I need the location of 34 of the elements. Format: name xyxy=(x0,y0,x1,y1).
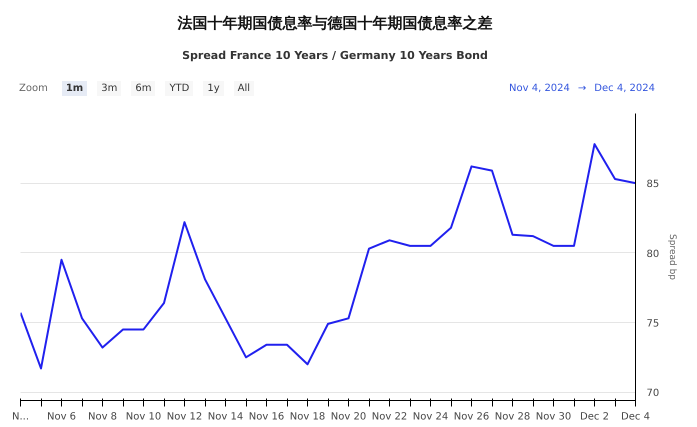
x-tick-label: Nov 24 xyxy=(412,412,448,422)
y-axis-title: Spread bp xyxy=(667,234,678,280)
y-tick-label: 80 xyxy=(646,248,660,260)
chart-title: 法国十年期国债息率与德国十年期国债息率之差 xyxy=(176,13,494,34)
text: → xyxy=(578,83,586,94)
x-tick-label: Nov 6 xyxy=(46,412,76,422)
y-tick-label: 70 xyxy=(646,388,660,400)
text: Dec 4, 2024 xyxy=(594,83,655,94)
x-tick-label: Nov 20 xyxy=(330,412,366,422)
text: 1m xyxy=(62,81,88,96)
x-tick-label: Dec 4 xyxy=(621,412,650,422)
x-tick-label: Dec 2 xyxy=(580,412,609,422)
x-tick-label: Nov 16 xyxy=(248,412,284,422)
text: 3m xyxy=(97,81,122,96)
text: 6m xyxy=(131,81,156,96)
text: All xyxy=(234,81,254,96)
text: YTD xyxy=(165,81,194,96)
x-tick-label: Nov 14 xyxy=(208,412,244,422)
x-tick-label: Nov 10 xyxy=(126,412,162,422)
x-tick-label: Nov 18 xyxy=(290,412,326,422)
y-tick-label: 75 xyxy=(646,318,660,330)
x-tick-label: Nov 30 xyxy=(536,412,572,422)
line-series xyxy=(20,143,636,370)
chart-subtitle: Spread France 10 Years / Germany 10 Years Bond xyxy=(181,48,489,64)
y-tick-label: 85 xyxy=(646,179,660,190)
x-tick-label: Nov 22 xyxy=(372,412,408,422)
text: 1y xyxy=(203,81,224,96)
x-tick-label: Nov 12 xyxy=(166,412,202,422)
x-tick-label: Nov 28 xyxy=(494,412,530,422)
text: Zoom xyxy=(18,82,49,96)
x-tick-label: Nov 26 xyxy=(454,412,490,422)
x-tick-label: N... xyxy=(12,412,30,422)
text: Nov 4, 2024 xyxy=(509,83,570,94)
x-tick-label: Nov 8 xyxy=(88,412,118,422)
